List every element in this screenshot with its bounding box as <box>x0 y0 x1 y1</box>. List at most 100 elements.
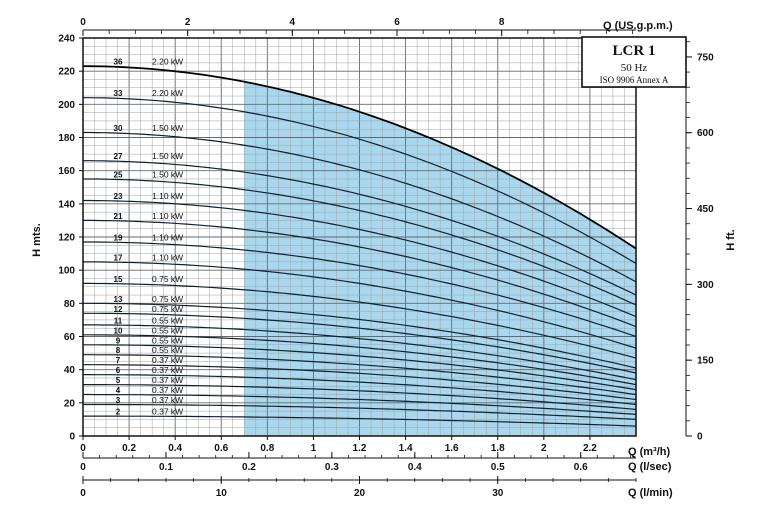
x-tick-label: 0.6 <box>214 443 228 454</box>
power-label-4: 0.37 kW <box>152 385 183 395</box>
stage-label-12: 12 <box>114 305 123 314</box>
stage-label-25: 25 <box>114 170 123 179</box>
x-tick-label: 0.4 <box>168 443 182 454</box>
x-axis-bottom-title: Q (m³/h) <box>628 446 670 458</box>
stage-label-7: 7 <box>116 356 121 365</box>
power-label-30: 1.50 kW <box>152 123 183 133</box>
stage-label-10: 10 <box>114 326 123 335</box>
gpm-tick-label: 4 <box>290 17 296 28</box>
ft-tick-label: 750 <box>697 52 714 63</box>
curve-stage-15 <box>83 282 637 359</box>
ls-tick-label: 0.3 <box>325 462 339 473</box>
lmin-tick-label: 30 <box>492 488 504 499</box>
ls-tick-label: 0.1 <box>159 462 173 473</box>
y-tick-label: 100 <box>58 266 75 277</box>
curve-stage-12 <box>83 312 637 374</box>
power-label-5: 0.37 kW <box>152 375 183 385</box>
ft-tick-label: 150 <box>697 356 714 367</box>
chart-subtitle: 50 Hz <box>621 62 648 74</box>
x-tick-label: 2 <box>541 443 547 454</box>
x-tick-label: 1.6 <box>445 443 459 454</box>
y-tick-label: 220 <box>58 67 75 78</box>
y-tick-label: 20 <box>64 398 76 409</box>
stage-label-19: 19 <box>114 233 123 242</box>
power-label-27: 1.50 kW <box>152 151 183 161</box>
stage-label-23: 23 <box>114 192 123 201</box>
power-label-10: 0.55 kW <box>152 325 183 335</box>
stage-label-9: 9 <box>116 336 121 345</box>
stage-label-33: 33 <box>114 89 123 98</box>
ls-tick-label: 0 <box>80 462 86 473</box>
stage-label-27: 27 <box>114 152 123 161</box>
lmin-tick-label: 20 <box>354 488 366 499</box>
y-tick-label: 60 <box>64 332 76 343</box>
y-tick-label: 80 <box>64 299 76 310</box>
x-tick-label: 1.2 <box>353 443 367 454</box>
curve-stage-9 <box>83 344 637 391</box>
power-label-25: 1.50 kW <box>152 169 183 179</box>
curve-stage-36 <box>83 65 637 250</box>
curve-stage-11 <box>83 324 637 381</box>
power-label-8: 0.55 kW <box>152 345 183 355</box>
power-label-3: 0.37 kW <box>152 395 183 405</box>
power-label-36: 2.20 kW <box>152 57 183 67</box>
curve-stage-30 <box>83 131 637 283</box>
power-label-7: 0.37 kW <box>152 355 183 365</box>
curve-stage-13 <box>83 302 637 369</box>
power-label-12: 0.75 kW <box>152 304 183 314</box>
stage-label-30: 30 <box>114 124 123 133</box>
y-tick-label: 180 <box>58 133 75 144</box>
x-tick-label: 0 <box>80 443 86 454</box>
power-label-33: 2.20 kW <box>152 88 183 98</box>
curve-stage-27 <box>83 160 637 296</box>
x-tick-label: 0.2 <box>122 443 136 454</box>
curve-stage-4 <box>83 393 637 415</box>
x-tick-label: 0.8 <box>260 443 274 454</box>
y-tick-label: 160 <box>58 166 75 177</box>
lmin-tick-label: 10 <box>216 488 228 499</box>
ls-tick-label: 0.4 <box>408 462 422 473</box>
power-label-11: 0.55 kW <box>152 315 183 325</box>
gpm-tick-label: 0 <box>80 17 86 28</box>
x-axis-ls-title: Q (l/sec) <box>628 461 672 473</box>
power-label-17: 1.10 kW <box>152 252 183 262</box>
x-tick-label: 1 <box>311 443 317 454</box>
stage-label-21: 21 <box>114 212 123 221</box>
y-tick-label: 240 <box>58 34 75 45</box>
y-axis-left-title: H mts. <box>31 223 43 257</box>
ls-tick-label: 0.2 <box>242 462 256 473</box>
y-tick-label: 0 <box>69 432 75 443</box>
x-tick-label: 1.8 <box>491 443 505 454</box>
curve-stage-3 <box>83 403 637 420</box>
stage-label-4: 4 <box>116 386 121 395</box>
power-label-6: 0.37 kW <box>152 365 183 375</box>
power-label-19: 1.10 kW <box>152 232 183 242</box>
stage-label-15: 15 <box>114 275 123 284</box>
ft-tick-label: 450 <box>697 204 714 215</box>
power-label-21: 1.10 kW <box>152 211 183 221</box>
model-info-box: LCR 1 50 Hz ISO 9906 Annex A <box>581 36 687 88</box>
ls-tick-label: 0.6 <box>574 462 588 473</box>
gpm-tick-label: 2 <box>185 17 191 28</box>
power-label-2: 0.37 kW <box>152 407 183 417</box>
power-label-23: 1.10 kW <box>152 191 183 201</box>
y-axis-right-title: H ft. <box>725 229 737 250</box>
curve-stage-6 <box>83 374 637 406</box>
gpm-tick-label: 6 <box>394 17 400 28</box>
stage-label-8: 8 <box>116 346 121 355</box>
gpm-tick-label: 8 <box>499 17 505 28</box>
y-tick-label: 40 <box>64 365 76 376</box>
stage-label-36: 36 <box>114 58 123 67</box>
ft-tick-label: 300 <box>697 280 714 291</box>
x-axis-top-title: Q (US.g.p.m.) <box>603 20 673 32</box>
x-axis-lmin-title: Q (l/min) <box>628 487 673 499</box>
stage-label-11: 11 <box>114 316 123 325</box>
curve-stage-10 <box>83 334 637 386</box>
stage-label-6: 6 <box>116 366 121 375</box>
power-label-9: 0.55 kW <box>152 335 183 345</box>
ft-tick-label: 0 <box>697 432 703 443</box>
y-tick-label: 140 <box>58 199 75 210</box>
y-tick-label: 200 <box>58 100 75 111</box>
curve-stage-25 <box>83 178 637 306</box>
